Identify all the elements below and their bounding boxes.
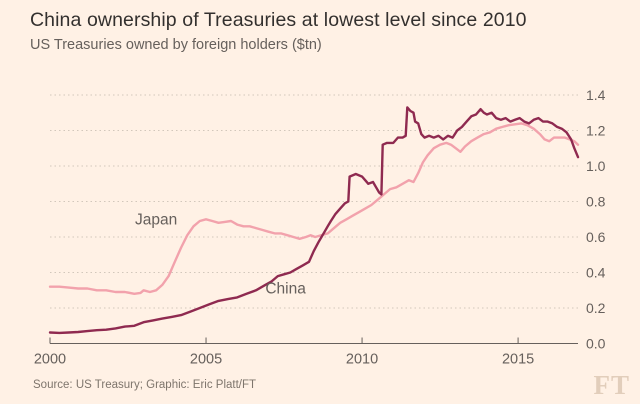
y-tick-label: 1.4 [586, 87, 606, 103]
chart-subtitle: US Treasuries owned by foreign holders (… [30, 37, 322, 53]
x-tick-label: 2015 [502, 352, 534, 368]
series-label-japan: Japan [135, 211, 177, 228]
y-tick-label: 1.2 [586, 123, 606, 139]
x-tick-label: 2010 [346, 352, 378, 368]
series-line-japan [48, 122, 580, 295]
source-credit: Source: US Treasury; Graphic: Eric Platt… [33, 379, 257, 391]
y-tick-label: 0.2 [586, 300, 606, 316]
y-tick-label: 0.6 [586, 229, 606, 245]
x-tick-label: 2000 [34, 352, 66, 368]
ft-logo: FT [593, 370, 630, 400]
y-tick-label: 0.8 [586, 194, 606, 210]
series-label-china: China [265, 280, 306, 297]
x-tick-label: 2005 [190, 352, 222, 368]
chart-title: China ownership of Treasuries at lowest … [30, 9, 527, 31]
y-tick-label: 0.4 [586, 265, 606, 281]
y-tick-label: 1.0 [586, 158, 606, 174]
series-line-china [48, 106, 580, 335]
y-tick-label: 0.0 [586, 336, 606, 352]
